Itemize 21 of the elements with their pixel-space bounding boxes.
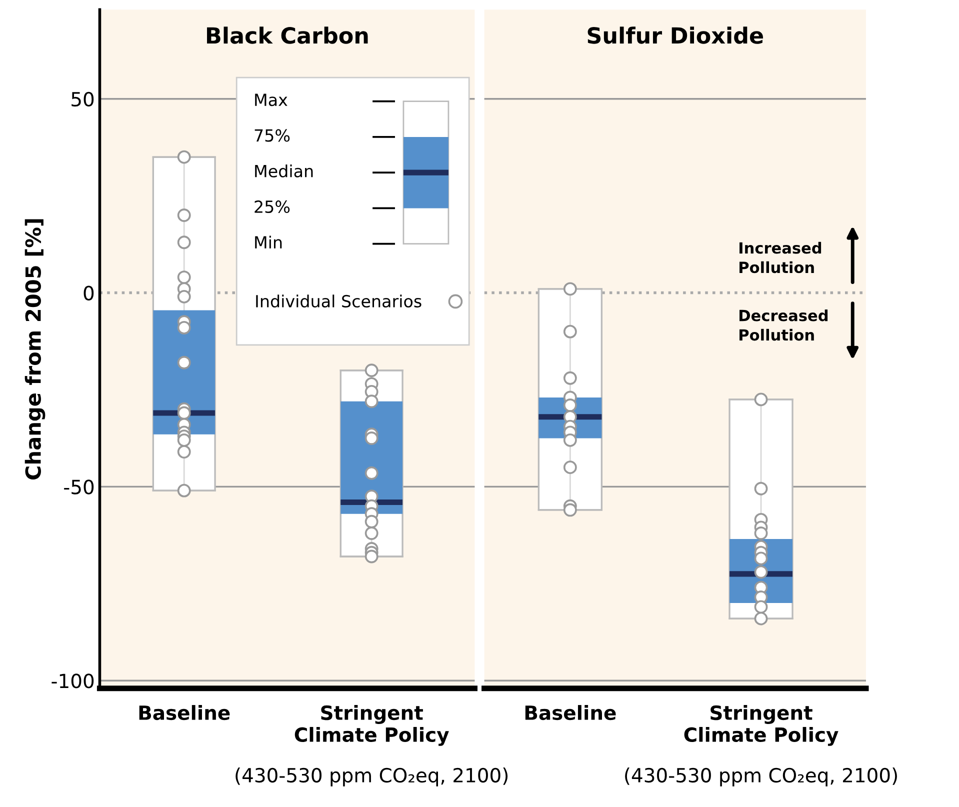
- text: (430-530 ppm CO₂eq, 2100): [625, 768, 897, 786]
- x-tick-label: Stringent Climate Policy: [294, 705, 449, 746]
- text: (430-530 ppm CO₂eq, 2100): [236, 768, 508, 786]
- text: Black Carbon: [207, 26, 368, 44]
- y-axis-title: Change from 2005 [%]: [24, 219, 46, 480]
- annotation: 25%: [254, 200, 290, 214]
- y-tick-label: -100: [52, 674, 94, 688]
- y-tick-label: -50: [64, 480, 94, 494]
- y-tick-label: 0: [84, 286, 94, 300]
- annotation: Min: [255, 236, 282, 248]
- annotation: Median: [255, 164, 313, 178]
- annotation: Increased Pollution: [740, 242, 822, 274]
- annotation: 75%: [254, 129, 290, 142]
- x-tick-label: Baseline: [525, 705, 616, 720]
- annotation: Decreased Pollution: [740, 309, 828, 341]
- legend-label: Individual Scenarios: [256, 294, 422, 308]
- x-tick-label: Baseline: [139, 705, 230, 720]
- x-tick-label: Stringent Climate Policy: [684, 705, 838, 746]
- annotation: Max: [255, 94, 288, 106]
- text: Sulfur Dioxide: [588, 26, 764, 44]
- y-tick-label: 50: [72, 92, 94, 107]
